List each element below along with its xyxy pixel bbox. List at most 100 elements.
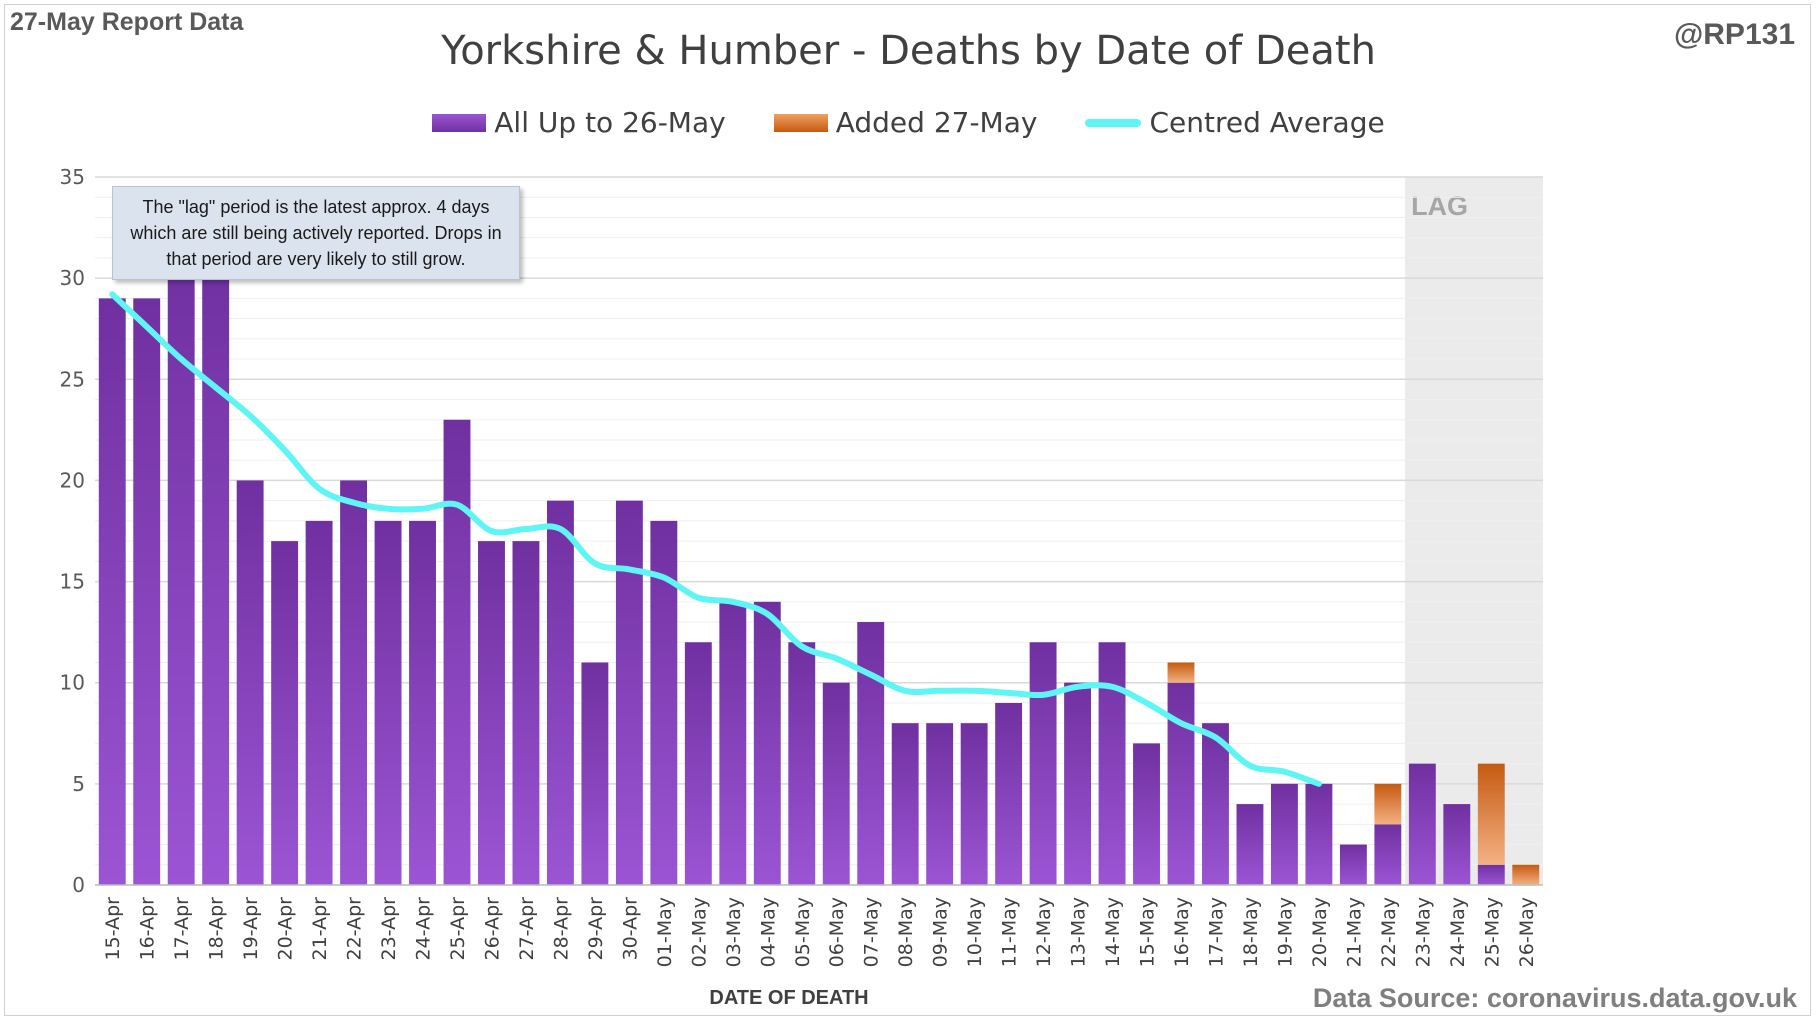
bar-all-up-to-26-may [1477,864,1505,885]
x-tick-label: 18-Apr [206,897,228,961]
bar-all-up-to-26-may [719,601,747,885]
y-tick-label: 25 [60,367,85,391]
bar-all-up-to-26-may [98,298,126,885]
legend-label-series2: Added 27-May [835,106,1038,139]
legend-swatch-series2 [773,113,828,132]
x-tick-label: 19-Apr [240,897,262,961]
x-tick-label: 24-Apr [413,897,435,961]
y-tick-label: 0 [72,873,85,897]
y-tick-label: 30 [60,266,85,290]
bar-all-up-to-26-may [788,642,816,885]
x-tick-label: 28-Apr [550,897,572,961]
x-tick-label: 13-May [1068,897,1090,967]
bar-all-up-to-26-may [615,500,643,885]
x-tick-label: 04-May [757,897,779,967]
bar-all-up-to-26-may [1305,783,1333,885]
legend-swatch-average [1085,118,1142,127]
legend-label-average: Centred Average [1149,106,1385,139]
bar-all-up-to-26-may [753,601,781,885]
bar-all-up-to-26-may [1064,682,1092,885]
x-tick-label: 23-Apr [378,897,400,961]
bar-all-up-to-26-may [133,298,161,885]
legend-swatch-series1 [432,113,487,132]
bar-all-up-to-26-may [684,642,712,885]
legend-label-series1: All Up to 26-May [494,106,726,139]
x-tick-label: 24-May [1447,897,1469,967]
x-tick-label: 23-May [1412,897,1434,967]
x-tick-label: 12-May [1033,897,1055,967]
legend-item-average: Centred Average [1085,106,1385,139]
x-tick-label: 11-May [999,897,1021,967]
bar-all-up-to-26-may [478,541,505,885]
x-tick-label: 27-Apr [516,897,538,961]
chart-title: Yorkshire & Humber - Deaths by Date of D… [441,28,1376,74]
lag-label: LAG [1411,191,1468,221]
x-tick-label: 14-May [1102,897,1124,967]
bar-all-up-to-26-may [202,257,230,885]
bar-added-27-may [1167,662,1195,683]
bar-all-up-to-26-may [926,723,954,885]
y-tick-label: 20 [60,468,85,492]
bar-all-up-to-26-may [1029,642,1057,885]
x-tick-label: 20-Apr [275,897,297,961]
bar-all-up-to-26-may [1236,804,1264,885]
x-tick-label: 21-May [1343,897,1365,967]
bar-all-up-to-26-may [546,500,574,885]
y-tick-label: 10 [60,671,85,695]
legend-item-series1: All Up to 26-May [432,106,726,139]
x-tick-label: 02-May [688,897,710,967]
x-tick-label: 26-Apr [481,897,503,961]
author-handle: @RP131 [1674,18,1795,51]
x-axis-title: DATE OF DEATH [709,987,868,1009]
bar-all-up-to-26-may [1374,824,1402,885]
x-tick-label: 18-May [1240,897,1262,967]
bar-all-up-to-26-may [374,520,402,885]
bar-all-up-to-26-may [581,662,609,885]
x-tick-label: 17-Apr [171,897,193,961]
bar-all-up-to-26-may [1408,763,1436,885]
x-tick-label: 22-May [1378,897,1400,967]
bar-all-up-to-26-may [995,702,1023,885]
bar-all-up-to-26-may [1167,682,1195,885]
x-tick-label: 15-Apr [102,897,124,961]
bar-all-up-to-26-may [443,419,471,885]
bar-all-up-to-26-may [1270,783,1298,885]
y-tick-label: 35 [60,165,85,189]
x-tick-label: 16-Apr [137,897,159,961]
chart-legend: All Up to 26-May Added 27-May Centred Av… [0,106,1817,139]
bar-all-up-to-26-may [1202,723,1229,885]
x-tick-label: 21-Apr [309,897,331,961]
bar-all-up-to-26-may [1339,844,1367,885]
bar-all-up-to-26-may [1098,642,1126,885]
x-tick-label: 29-Apr [585,897,607,961]
data-source: Data Source: coronavirus.data.gov.uk [1312,983,1797,1013]
bar-all-up-to-26-may [1133,743,1160,885]
x-tick-label: 19-May [1274,897,1296,967]
x-tick-label: 26-May [1516,897,1538,967]
x-tick-label: 09-May [930,897,952,967]
bar-all-up-to-26-may [340,480,368,885]
x-tick-label: 08-May [895,897,917,967]
x-tick-label: 06-May [826,897,848,967]
legend-item-series2: Added 27-May [773,106,1038,139]
x-tick-label: 07-May [861,897,883,967]
chart-frame [4,4,1811,1016]
bar-all-up-to-26-may [512,541,540,885]
bar-added-27-may [1374,783,1402,825]
bar-added-27-may [1477,763,1505,865]
y-tick-label: 15 [60,570,85,594]
centred-average-line [109,291,1322,787]
x-tick-label: 20-May [1309,897,1331,967]
x-tick-label: 03-May [723,897,745,967]
bar-all-up-to-26-may [822,682,850,885]
bar-added-27-may [1512,864,1540,885]
x-tick-label: 05-May [792,897,814,967]
bar-all-up-to-26-may [857,622,885,885]
lag-annotation: The "lag" period is the latest approx. 4… [112,186,520,280]
x-tick-label: 17-May [1205,897,1227,967]
x-tick-label: 30-Apr [619,897,641,961]
bar-all-up-to-26-may [891,723,919,885]
bar-all-up-to-26-may [236,480,264,885]
bar-all-up-to-26-may [960,723,988,885]
